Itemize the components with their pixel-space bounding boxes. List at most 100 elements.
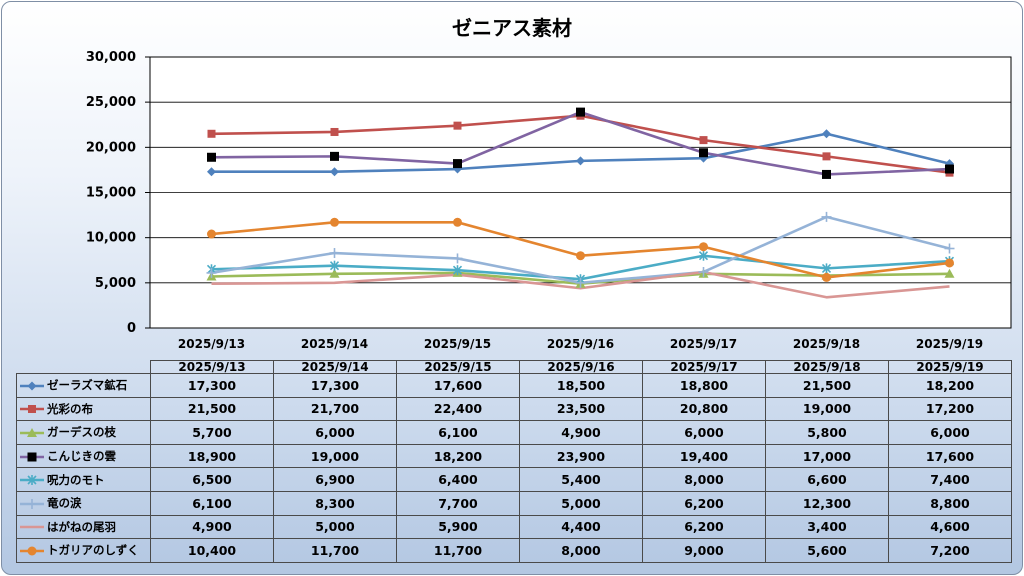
table-cell: 5,000 xyxy=(519,490,643,516)
table-row: ガーデスの枝 5,700 6,000 6,100 4,900 6,000 5,800 6,00… xyxy=(16,420,1012,445)
x-tick-label: 2025/9/17 xyxy=(670,337,737,351)
chart-title: ゼニアス素材 xyxy=(452,16,572,40)
table-cell: 6,600 xyxy=(765,467,889,492)
table-cell: 8,000 xyxy=(519,538,643,563)
data-point xyxy=(329,260,340,271)
table-cell: 4,400 xyxy=(519,514,643,540)
data-point xyxy=(822,152,831,161)
table-cell: 5,900 xyxy=(396,514,520,540)
data-point xyxy=(330,167,339,177)
data-point xyxy=(27,381,37,391)
data-point xyxy=(330,151,339,161)
data-point xyxy=(329,268,340,278)
table-row: 竜の涙 6,100 8,300 7,700 5,000 6,200 12,300 8,800 xyxy=(16,490,1012,516)
legend-key xyxy=(20,475,44,486)
data-point xyxy=(453,217,462,227)
table-cell: 5,800 xyxy=(765,420,889,445)
series-name: 光彩の布 xyxy=(47,401,93,416)
data-point xyxy=(575,277,586,288)
series-name-cell: 竜の涙 xyxy=(16,490,151,516)
data-point xyxy=(698,250,709,261)
legend-key xyxy=(20,498,44,509)
table-cell: 8,800 xyxy=(888,490,1012,516)
series-name: ゼーラズマ鉱石 xyxy=(47,378,128,393)
data-point xyxy=(576,107,585,117)
x-tick-label: 2025/9/16 xyxy=(547,337,614,351)
series-name: こんじきの雲 xyxy=(47,449,116,464)
table-cell: 21,500 xyxy=(765,373,889,398)
series-name-cell: 呪力のモト xyxy=(16,467,151,492)
table-corner xyxy=(16,360,151,374)
data-point xyxy=(944,243,955,254)
table-header-row: 2025/9/13 2025/9/14 2025/9/15 2025/9/16 2025… xyxy=(16,360,1012,374)
table-cell: 6,400 xyxy=(396,467,520,492)
table-cell: 11,700 xyxy=(396,538,520,563)
data-point xyxy=(27,452,37,462)
data-point xyxy=(27,427,37,437)
series-name-cell: ガーデスの枝 xyxy=(16,420,151,445)
legend-key xyxy=(20,381,44,391)
y-tick-label: 15,000 xyxy=(86,186,136,201)
table-cell: 19,000 xyxy=(765,396,889,422)
data-point xyxy=(945,164,954,174)
x-tick-label: 2025/9/13 xyxy=(178,337,245,351)
data-point xyxy=(453,159,462,169)
series-name-cell: トガリアのしずく xyxy=(16,538,151,563)
data-point xyxy=(28,405,36,414)
series-name-cell: はがねの尾羽 xyxy=(16,514,151,540)
data-point xyxy=(329,248,340,259)
table-header-cell: 2025/9/19 xyxy=(888,360,1012,374)
legend-key xyxy=(20,526,44,529)
data-point xyxy=(699,148,708,158)
table-cell: 19,000 xyxy=(273,443,397,469)
data-point xyxy=(206,267,217,278)
table-cell: 7,400 xyxy=(888,467,1012,492)
table-cell: 22,400 xyxy=(396,396,520,422)
table-cell: 6,200 xyxy=(642,490,766,516)
y-tick-label: 5,000 xyxy=(95,276,136,291)
table-header-cell: 2025/9/16 xyxy=(519,360,643,374)
table-cell: 17,200 xyxy=(888,396,1012,422)
data-point xyxy=(821,263,832,274)
table-cell: 5,700 xyxy=(150,420,274,445)
table-cell: 6,900 xyxy=(273,467,397,492)
y-tick-label: 10,000 xyxy=(86,231,136,246)
table-row: トガリアのしずく 10,400 11,700 11,700 8,000 9,000 5,60… xyxy=(16,538,1012,563)
data-table: 2025/9/13 2025/9/14 2025/9/15 2025/9/16 2025… xyxy=(16,360,1012,563)
data-point xyxy=(576,251,585,261)
table-cell: 5,400 xyxy=(519,467,643,492)
x-tick-label: 2025/9/18 xyxy=(793,337,860,351)
table-cell: 17,300 xyxy=(273,373,397,398)
data-point xyxy=(822,169,831,179)
table-cell: 18,900 xyxy=(150,443,274,469)
data-point xyxy=(699,136,708,145)
line-chart: 0 5,000 10,000 15,000 20,000 25,000 30,000 2025… xyxy=(86,50,1012,351)
data-point xyxy=(822,272,831,282)
data-point xyxy=(27,475,37,486)
series-name-cell: こんじきの雲 xyxy=(16,443,151,469)
data-point xyxy=(576,156,585,166)
x-tick-label: 2025/9/15 xyxy=(424,337,491,351)
series-name-cell: ゼーラズマ鉱石 xyxy=(16,373,151,398)
table-cell: 6,000 xyxy=(273,420,397,445)
table-cell: 6,000 xyxy=(888,420,1012,445)
table-cell: 23,900 xyxy=(519,443,643,469)
series-name: ガーデスの枝 xyxy=(47,425,116,440)
table-cell: 6,100 xyxy=(396,420,520,445)
table-cell: 21,700 xyxy=(273,396,397,422)
table-row: 呪力のモト 6,500 6,900 6,400 5,400 8,000 6,600 7,400 xyxy=(16,467,1012,492)
series-name: 呪力のモト xyxy=(47,472,105,487)
data-point xyxy=(822,129,831,139)
data-point xyxy=(207,152,216,162)
data-point xyxy=(452,265,463,276)
table-cell: 10,400 xyxy=(150,538,274,563)
table-cell: 18,200 xyxy=(396,443,520,469)
y-tick-label: 25,000 xyxy=(86,95,136,110)
table-cell: 20,800 xyxy=(642,396,766,422)
y-tick-label: 20,000 xyxy=(86,140,136,155)
table-cell: 19,400 xyxy=(642,443,766,469)
data-point xyxy=(207,129,216,138)
series-name: はがねの尾羽 xyxy=(47,519,116,534)
table-cell: 8,300 xyxy=(273,490,397,516)
